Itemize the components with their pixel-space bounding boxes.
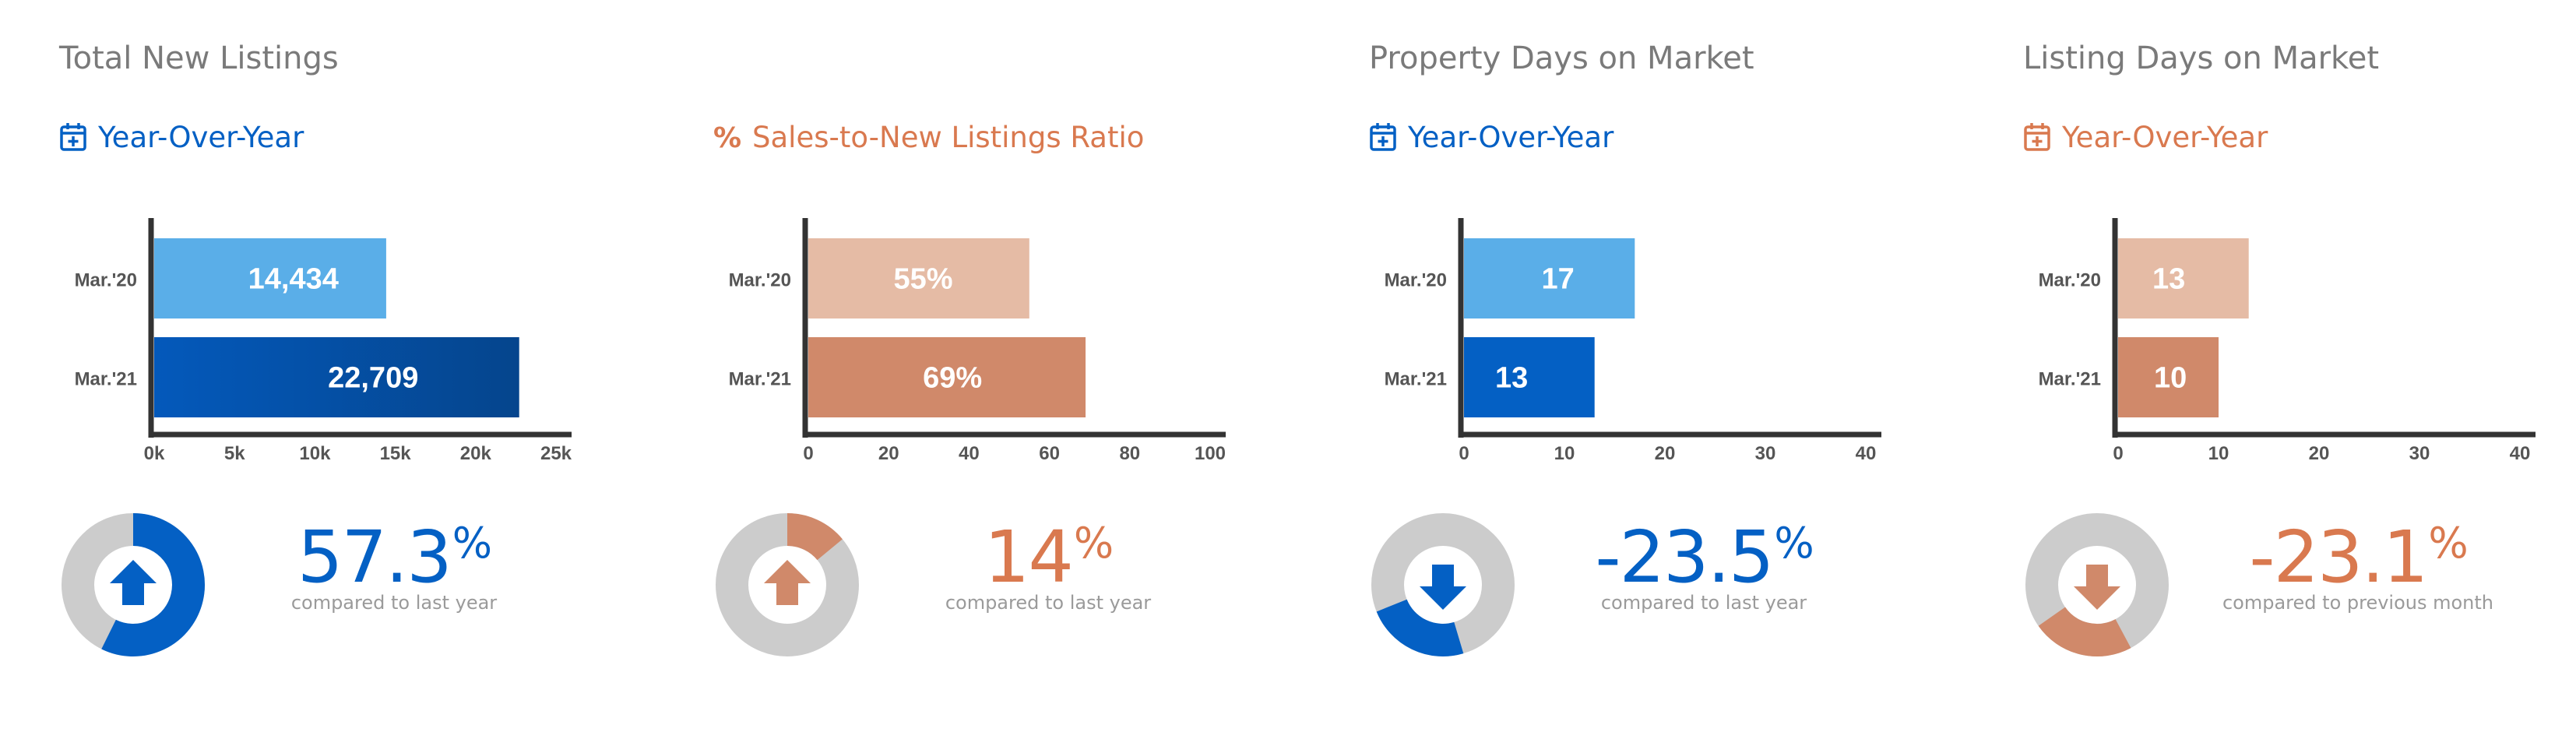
- panel-total-new-listings: Total New Listings Year-Over-Year 14,434…: [59, 0, 682, 732]
- x-tick-label: 5k: [224, 443, 245, 464]
- bar-value-label: 69%: [923, 362, 982, 395]
- change-number: -23.5: [1595, 516, 1774, 599]
- arrow-up-icon: [764, 560, 811, 605]
- x-tick-label: 30: [1755, 443, 1776, 464]
- panel-subtitle-label: Year-Over-Year: [1408, 120, 1614, 154]
- panel-title: Listing Days on Market: [2023, 40, 2380, 76]
- x-tick-label: 40: [2510, 443, 2531, 464]
- bar-0: [1464, 238, 1635, 318]
- panel-property-days-on-market: Property Days on Market Year-Over-Year 1…: [1369, 0, 1992, 732]
- change-number: -23.1: [2249, 516, 2428, 599]
- change-unit: %: [1073, 519, 1114, 568]
- x-tick-label: 20: [2309, 443, 2330, 464]
- bar-chart: 55% Mar.'20 69% Mar.'21 0 20 40 60 80 100: [729, 218, 1226, 464]
- bar-0: [154, 238, 386, 318]
- change-donut: [62, 513, 205, 656]
- x-tick-label: 0k: [144, 443, 165, 464]
- comparison-text: compared to last year: [290, 592, 498, 614]
- bar-chart: 13 Mar.'20 10 Mar.'21 0 10 20 30 40: [2039, 218, 2536, 464]
- calendar-plus-icon: [1369, 121, 1397, 153]
- calendar-plus-icon: [2023, 121, 2051, 153]
- bar-value-label: 13: [1495, 362, 1528, 395]
- change-value: -23.5%: [1571, 516, 1836, 599]
- change-donut: [1371, 513, 1515, 656]
- x-tick-label: 0: [1459, 443, 1469, 464]
- arrow-down-icon: [1420, 565, 1466, 610]
- change-value: 14%: [916, 516, 1181, 599]
- panel-subtitle: Year-Over-Year: [2023, 114, 2268, 160]
- panel-title: Total New Listings: [59, 40, 339, 76]
- x-tick-label: 10: [1554, 443, 1575, 464]
- comparison-text: compared to previous month: [2222, 592, 2494, 614]
- bar-chart: 17 Mar.'20 13 Mar.'21 0 10 20 30 40: [1385, 218, 1881, 464]
- bar-value-label: 13: [2152, 263, 2185, 296]
- change-donut: [716, 513, 859, 656]
- x-tick-label: 25k: [540, 443, 572, 464]
- panel-subtitle-label: Year-Over-Year: [98, 120, 304, 154]
- bar-value-label: 55%: [894, 263, 953, 296]
- bar-0: [808, 238, 1029, 318]
- bar-1: [2118, 337, 2219, 417]
- x-tick-label: 10k: [299, 443, 331, 464]
- change-value: 57.3%: [262, 516, 526, 599]
- category-label: Mar.'20: [729, 270, 791, 291]
- bar-1: [154, 337, 519, 417]
- bar-value-label: 14,434: [248, 263, 339, 296]
- x-tick-label: 40: [1856, 443, 1877, 464]
- donut-arc: [101, 513, 205, 656]
- x-tick-label: 20k: [460, 443, 492, 464]
- x-tick-label: 0: [2113, 443, 2123, 464]
- donut-arc: [2038, 606, 2131, 656]
- category-label: Mar.'21: [2039, 369, 2101, 390]
- donut-arc: [787, 513, 843, 561]
- change-unit: %: [2428, 519, 2468, 568]
- panel-sales-to-new-listings: % Sales-to-New Listings Ratio 55% Mar.'20…: [713, 0, 1336, 732]
- calendar-plus-icon: [59, 121, 87, 153]
- bar-value-label: 17: [1541, 263, 1574, 296]
- arrow-up-icon: [110, 560, 157, 605]
- x-tick-label: 60: [1039, 443, 1060, 464]
- x-tick-label: 15k: [380, 443, 412, 464]
- category-label: Mar.'21: [75, 369, 137, 390]
- change-unit: %: [1774, 519, 1814, 568]
- bar-value-label: 10: [2154, 362, 2187, 395]
- category-label: Mar.'20: [2039, 270, 2101, 291]
- category-label: Mar.'20: [1385, 270, 1447, 291]
- panel-subtitle: % Sales-to-New Listings Ratio: [713, 114, 1144, 160]
- x-tick-label: 10: [2208, 443, 2229, 464]
- bar-chart: 14,434 Mar.'20 22,709 Mar.'21 0k 5k 10k 15k 20k 2…: [75, 218, 572, 464]
- panel-subtitle-label: Year-Over-Year: [2062, 120, 2268, 154]
- change-donut: [2025, 513, 2169, 656]
- category-label: Mar.'21: [729, 369, 791, 390]
- comparison-text: compared to last year: [1600, 592, 1807, 614]
- panel-listing-days-on-market: Listing Days on Market Year-Over-Year 13…: [2023, 0, 2576, 732]
- change-unit: %: [452, 519, 492, 568]
- panel-title: Property Days on Market: [1369, 40, 1754, 76]
- change-number: 57.3: [297, 516, 452, 599]
- arrow-down-icon: [2074, 565, 2120, 610]
- x-tick-label: 80: [1119, 443, 1140, 464]
- x-tick-label: 30: [2409, 443, 2430, 464]
- comparison-text: compared to last year: [945, 592, 1152, 614]
- bar-1: [808, 337, 1086, 417]
- panel-subtitle: Year-Over-Year: [59, 114, 304, 160]
- x-tick-label: 40: [959, 443, 980, 464]
- bar-0: [2118, 238, 2249, 318]
- x-tick-label: 100: [1195, 443, 1226, 464]
- percent-icon: %: [713, 121, 741, 154]
- bar-1: [1464, 337, 1595, 417]
- category-label: Mar.'21: [1385, 369, 1447, 390]
- donut-arc: [1376, 598, 1464, 656]
- bar-value-label: 22,709: [328, 362, 418, 395]
- category-label: Mar.'20: [75, 270, 137, 291]
- x-tick-label: 0: [803, 443, 813, 464]
- x-tick-label: 20: [878, 443, 899, 464]
- panel-subtitle-label: Sales-to-New Listings Ratio: [752, 120, 1145, 154]
- svg-text:%: %: [713, 122, 741, 153]
- panel-subtitle: Year-Over-Year: [1369, 114, 1614, 160]
- change-number: 14: [984, 516, 1074, 599]
- x-tick-label: 20: [1655, 443, 1676, 464]
- change-value: -23.1%: [2226, 516, 2490, 599]
